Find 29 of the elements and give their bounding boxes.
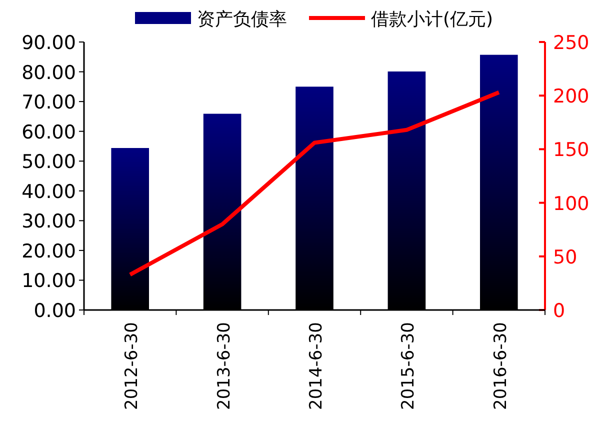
- x-tick-label: 2013-6-30: [214, 322, 234, 410]
- y-tick-label: 50.00: [22, 151, 76, 174]
- y-tick-label: 80.00: [22, 62, 76, 84]
- y-tick-label: 10.00: [22, 270, 76, 292]
- legend-label: 资产负债率: [197, 9, 287, 30]
- bar: [388, 71, 426, 310]
- y-tick-label: 0.00: [34, 300, 76, 322]
- legend-label: 借款小计(亿元): [371, 9, 494, 30]
- y2-tick-label: 0: [553, 300, 566, 322]
- y-tick-label: 40.00: [22, 180, 76, 203]
- y-tick-label: 90.00: [22, 32, 76, 54]
- y2-tick-label: 150: [553, 139, 590, 162]
- y2-tick-label: 250: [553, 32, 590, 54]
- y-tick-label: 60.00: [22, 121, 76, 144]
- y-tick-label: 70.00: [22, 92, 76, 114]
- y2-tick-label: 100: [553, 192, 590, 215]
- y2-tick-label: 200: [553, 86, 590, 108]
- y2-tick-label: 50: [553, 246, 578, 268]
- y-tick-label: 30.00: [22, 210, 76, 233]
- y-tick-label: 20.00: [22, 240, 76, 262]
- x-tick-label: 2016-6-30: [490, 322, 511, 410]
- x-tick-label: 2014-6-30: [306, 322, 326, 410]
- x-tick-label: 2015-6-30: [398, 322, 419, 410]
- x-tick-label: 2012-6-30: [122, 322, 142, 410]
- bar: [296, 86, 334, 310]
- bar: [111, 148, 149, 310]
- bar: [203, 114, 242, 310]
- bar: [480, 54, 518, 310]
- line-series: [128, 90, 501, 277]
